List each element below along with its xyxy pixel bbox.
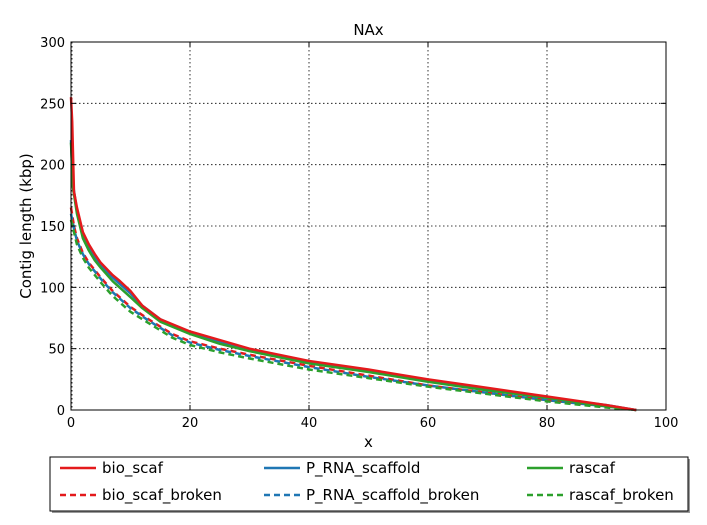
y-tick-label: 200 <box>40 159 65 174</box>
x-tick-label: 0 <box>67 416 75 431</box>
y-tick-label: 300 <box>40 36 65 51</box>
x-axis-label: x <box>364 433 373 451</box>
axis-ticks: 0 20 40 60 80 100 0 50 100 150 200 250 300 <box>40 36 678 431</box>
x-tick-label: 80 <box>539 416 556 431</box>
legend: bio_scaf bio_scaf_broken P_RNA_scaffold P_R… <box>49 456 690 513</box>
chart-title: NAx <box>353 21 383 39</box>
x-tick-label: 60 <box>420 416 437 431</box>
series-line-rascaf-broken <box>69 219 637 412</box>
legend-label: rascaf_broken <box>569 486 674 505</box>
x-tick-label: 20 <box>182 416 199 431</box>
y-tick-label: 250 <box>40 97 65 112</box>
y-axis-label: Contig length (kbp) <box>17 153 35 299</box>
legend-label: bio_scaf_broken <box>102 486 222 505</box>
y-tick-label: 100 <box>40 281 65 296</box>
legend-label: bio_scaf <box>102 459 164 478</box>
series-layer <box>69 97 637 412</box>
y-tick-label: 50 <box>48 343 65 358</box>
series-line-rascaf <box>69 142 637 412</box>
y-tick-label: 150 <box>40 220 65 235</box>
legend-box <box>49 456 689 512</box>
legend-label: P_RNA_scaffold <box>306 459 420 478</box>
x-tick-label: 100 <box>654 416 679 431</box>
legend-label: rascaf <box>569 459 616 477</box>
x-tick-label: 40 <box>301 416 318 431</box>
y-tick-label: 0 <box>57 404 65 419</box>
legend-label: P_RNA_scaffold_broken <box>306 486 479 505</box>
series-line-bio-scaf <box>69 97 637 412</box>
